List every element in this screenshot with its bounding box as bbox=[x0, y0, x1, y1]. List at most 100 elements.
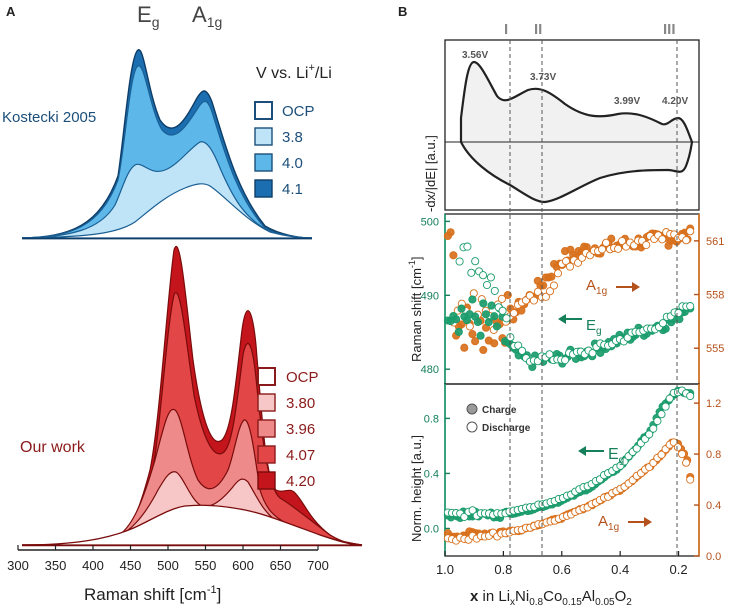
eg-discharge-point bbox=[514, 341, 523, 350]
legend-swatch bbox=[257, 419, 276, 438]
norm-height-legend: Charge Discharge bbox=[466, 403, 531, 434]
a1g-charge-point bbox=[539, 281, 548, 290]
panel-b-label: B bbox=[398, 4, 407, 19]
legend-item-4.20: 4.20 bbox=[257, 471, 315, 490]
eg-charge-point bbox=[468, 295, 477, 304]
eg-discharge-point bbox=[463, 242, 472, 251]
a1g-discharge-point bbox=[682, 236, 691, 245]
mid-eg-arrow bbox=[558, 314, 582, 324]
x-tick-label: 500 bbox=[157, 558, 179, 573]
right-tick-label: 0.8 bbox=[706, 449, 721, 461]
legend-swatch bbox=[254, 153, 273, 172]
our-work-spectra bbox=[21, 246, 363, 547]
eg-discharge-point bbox=[498, 306, 507, 315]
dqdv-charge-curve bbox=[459, 60, 694, 143]
a1g-height-discharge-point bbox=[657, 450, 666, 459]
legend-label: OCP bbox=[282, 103, 315, 120]
eg-discharge-point bbox=[545, 350, 554, 359]
eg-discharge-point bbox=[455, 257, 464, 266]
legend-item-4.1: 4.1 bbox=[254, 179, 303, 198]
legend-swatch bbox=[257, 445, 276, 464]
eg-charge-point bbox=[479, 299, 488, 308]
legend-swatch bbox=[257, 471, 276, 490]
eg-height-discharge-point bbox=[661, 402, 670, 411]
raman-shift-y-title: Raman shift [cm-1] bbox=[407, 256, 424, 362]
a1g-discharge-point bbox=[658, 235, 667, 244]
dqdv-discharge-fill bbox=[461, 142, 692, 202]
a1g-charge-point bbox=[468, 330, 477, 339]
region-label-III: III bbox=[663, 21, 676, 38]
peak-label-3.73V: 3.73V bbox=[530, 72, 556, 83]
eg-charge-point bbox=[454, 327, 463, 336]
eg-charge-point bbox=[476, 331, 485, 340]
eg-height-discharge-point bbox=[686, 391, 695, 401]
legend-label: OCP bbox=[286, 369, 319, 386]
legend-label: 4.1 bbox=[282, 181, 303, 198]
ourwork-label: Our work bbox=[20, 439, 86, 456]
legend-discharge-label: Discharge bbox=[482, 423, 531, 434]
a1g-discharge-point bbox=[549, 281, 559, 290]
legend-swatch bbox=[254, 101, 273, 120]
eg-height-discharge-point bbox=[657, 410, 666, 419]
legend-swatch bbox=[254, 179, 273, 198]
eg-charge-point bbox=[452, 315, 461, 324]
a1g-discharge-point bbox=[533, 287, 542, 296]
kostecki-spectra bbox=[21, 49, 313, 240]
legend-item-4.07: 4.07 bbox=[257, 445, 315, 464]
left-tick-label: 480 bbox=[421, 364, 439, 376]
eg-charge-point bbox=[490, 312, 499, 321]
eg-height-discharge-point bbox=[653, 416, 662, 426]
spectrum-ocp bbox=[21, 183, 313, 239]
legend-item-ocp: OCP bbox=[257, 367, 319, 386]
right-tick-label: 558 bbox=[706, 290, 724, 302]
eg-discharge-point bbox=[561, 356, 570, 365]
x-tick-label: 650 bbox=[270, 558, 292, 573]
eg-height-discharge-point bbox=[620, 457, 629, 466]
legend-top-title: V vs. Li+/Li bbox=[256, 62, 332, 82]
a1g-discharge-point bbox=[561, 257, 571, 266]
eg-discharge-point bbox=[490, 286, 499, 295]
a1g-discharge-point bbox=[602, 238, 611, 247]
legend-swatch bbox=[257, 367, 276, 386]
legend-item-4.0: 4.0 bbox=[254, 153, 303, 172]
bot-eg-label: Eg bbox=[608, 446, 624, 466]
peak-label-3.99V: 3.99V bbox=[614, 96, 640, 107]
x-tick-label: 550 bbox=[195, 558, 217, 573]
right-tick-label: 0.4 bbox=[706, 500, 721, 512]
legend-charge-label: Charge bbox=[482, 405, 517, 416]
eg-discharge-point bbox=[502, 314, 511, 323]
x-tick-label: 1.0 bbox=[436, 562, 454, 577]
legend-item-3.80: 3.80 bbox=[257, 393, 315, 412]
a1g-charge-point bbox=[490, 339, 499, 348]
legend-swatch bbox=[257, 393, 276, 412]
norm-height-y-title: Norm. height [a.u.] bbox=[409, 435, 424, 542]
legend-label: 3.96 bbox=[286, 421, 315, 438]
x-tick-label: 0.6 bbox=[553, 562, 571, 577]
legend-item-3.96: 3.96 bbox=[257, 419, 315, 438]
eg-discharge-point bbox=[471, 257, 480, 266]
dqdv-y-title: -dx/|dE| [a.u.] bbox=[423, 135, 438, 212]
legend-label: 4.07 bbox=[286, 447, 315, 464]
a1g-discharge-point bbox=[545, 287, 555, 296]
a1g-charge-point bbox=[479, 345, 488, 355]
eg-discharge-point bbox=[658, 319, 667, 328]
eg-charge-point bbox=[487, 301, 496, 310]
legend-top: OCP 3.8 4.0 4.1 bbox=[254, 101, 315, 198]
eg-charge-point bbox=[492, 322, 501, 331]
eg-height-discharge-point bbox=[468, 506, 477, 515]
bot-a1g-label: A1g bbox=[598, 513, 619, 533]
a1g-discharge-point bbox=[565, 262, 575, 271]
eg-peak-label: Eg bbox=[137, 2, 159, 30]
region-label-II: II bbox=[534, 21, 542, 38]
a1g-height-discharge-point bbox=[686, 475, 695, 484]
x-tick-label: 450 bbox=[120, 558, 142, 573]
a1g-charge-point bbox=[471, 337, 480, 346]
bot-eg-arrow bbox=[578, 446, 604, 456]
eg-discharge-point bbox=[482, 280, 492, 290]
x-axis-title: x in LixNi0.8Co0.15Al0.05O2 bbox=[470, 588, 632, 608]
a1g-charge-point bbox=[607, 234, 616, 243]
a1g-charge-point bbox=[457, 320, 466, 329]
eg-discharge-point bbox=[588, 349, 597, 358]
spectrum-ocp bbox=[21, 504, 363, 546]
